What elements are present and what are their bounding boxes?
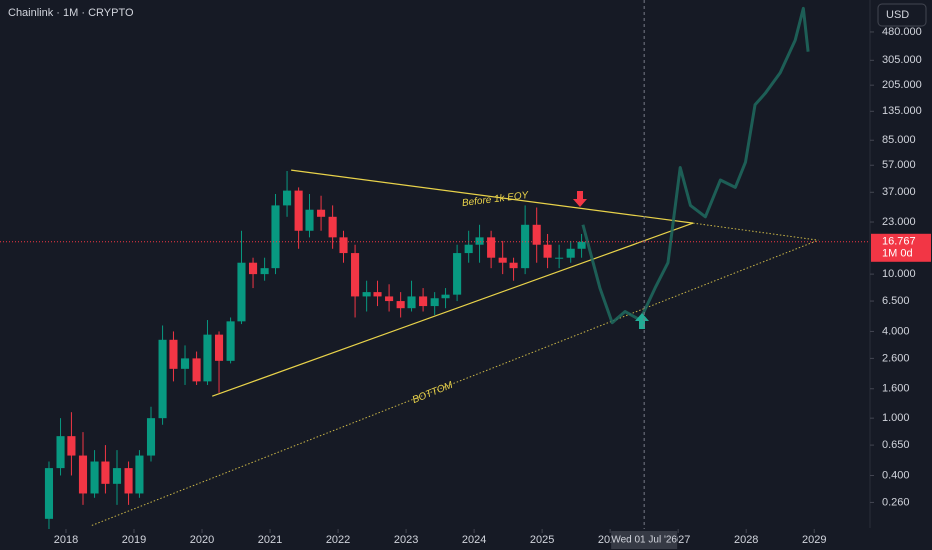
crosshair-label: Wed 01 Jul '26 [611,535,677,546]
candle-body [203,334,212,382]
candle-body [509,262,518,269]
last-price-box [871,233,931,262]
y-tick-label: 85.000 [882,134,916,146]
candle-body [521,224,530,269]
candle-body [373,292,382,297]
candle-body [294,190,303,231]
x-tick-label: 2025 [530,534,554,546]
candle-body [339,237,348,254]
candle-body [112,468,122,484]
candle-body [78,455,88,494]
candle-body [532,224,541,245]
candle-body [283,190,292,206]
candle-body [543,244,552,258]
candle-body [396,301,405,309]
y-tick-label: 480.000 [882,26,922,38]
trendline [91,239,819,526]
x-tick-label: 2028 [734,534,758,546]
candle-body [385,296,394,302]
candle-body [328,216,337,238]
candle-body [305,209,314,231]
y-tick-label: 10.000 [882,268,916,280]
y-tick-label: 57.000 [882,159,916,171]
candle-body [146,418,156,456]
candle-body [192,358,201,382]
y-tick-label: 1.000 [882,412,910,424]
x-tick-label: 2018 [54,534,78,546]
currency: USD [886,9,909,21]
candle-body [248,262,258,275]
candle-body [317,209,326,217]
x-tick-label: 2021 [258,534,282,546]
plot-area [44,6,819,529]
candle-body [464,244,473,254]
candle-body [487,237,496,258]
candle-body [135,455,144,494]
candle-body [441,294,450,299]
candle-body [237,262,246,322]
y-tick-label: 2.600 [882,352,910,364]
candle-body [44,468,54,519]
y-tick-label: 37.000 [882,186,916,198]
last-price: 16.767 [882,236,916,248]
candle-body [362,292,371,297]
trendline [212,222,694,397]
y-tick-label: 135.000 [882,105,922,117]
y-tick-label: 6.500 [882,295,910,307]
candle-body [169,339,178,369]
projection-line [581,6,810,325]
arrow [573,191,587,207]
y-tick-label: 1.600 [882,383,910,395]
candle-body [407,296,416,309]
y-tick-label: 0.650 [882,439,910,451]
candle-body [555,257,564,259]
candle-body [419,296,428,307]
x-tick-label: 2022 [326,534,350,546]
arrow [635,313,649,329]
candle-body [260,268,269,275]
candle-body [430,298,439,307]
y-tick-label: 0.260 [882,496,910,508]
candle-body [351,253,360,297]
candle-body [566,248,575,258]
candle-body [56,436,65,469]
candle-body [67,436,76,456]
candle-body [124,468,133,494]
candle-body [226,321,235,361]
candle-body [214,334,224,361]
candle-body [101,461,110,484]
candle-body [180,358,190,369]
candle-body [498,257,507,263]
x-tick-label: 2019 [122,534,146,546]
x-tick-label: 2029 [802,534,826,546]
countdown: 1M 0d [882,248,913,260]
candle-body [90,461,99,494]
candle-body [158,339,167,419]
x-tick-label: 2024 [462,534,486,546]
candle-body [577,241,586,249]
y-tick-label: 4.000 [882,325,910,337]
crosshair-label-box [611,531,678,549]
y-tick-label: 0.400 [882,469,910,481]
candle-body [453,253,462,295]
candle-body [271,205,280,269]
trendline [291,169,694,224]
candle-body [475,237,484,245]
y-tick-label: 205.000 [882,79,922,91]
trendline [693,222,819,241]
x-tick-label: 2023 [394,534,418,546]
y-tick-label: 305.000 [882,54,922,66]
chart-title: Chainlink · 1M · CRYPTO [8,7,134,19]
x-tick-label: 2020 [190,534,214,546]
currency-box[interactable] [877,3,927,27]
y-tick-label: 23.000 [882,216,916,228]
